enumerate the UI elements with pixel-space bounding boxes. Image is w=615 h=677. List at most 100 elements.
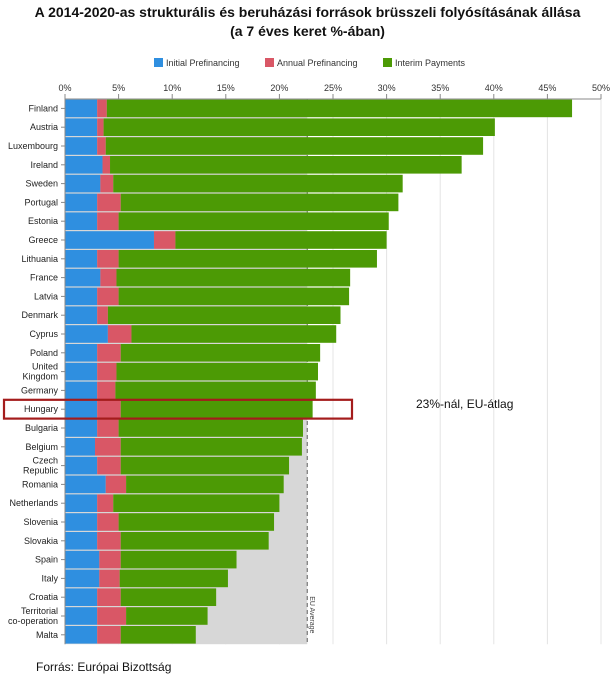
bar-segment: [105, 475, 127, 494]
y-tick-label: Croatia: [29, 592, 58, 602]
bar-segment: [131, 325, 337, 343]
y-tick-label: Latvia: [34, 291, 58, 301]
bar-segment: [65, 306, 98, 324]
bar-segment: [126, 475, 284, 494]
y-tick-label: Greece: [28, 235, 58, 245]
bar-segment: [116, 362, 318, 381]
bar-segment: [97, 287, 119, 306]
bar-segment: [65, 362, 98, 381]
y-tick-label: Bulgaria: [25, 423, 58, 433]
y-tick-label: Romania: [22, 479, 58, 489]
bar-segment: [65, 99, 98, 118]
bar-segment: [97, 193, 121, 212]
bar-segment: [65, 456, 98, 475]
x-tick-label: 25%: [324, 83, 342, 93]
stacked-bar-chart: Initial Prefinancing Annual Prefinancing I…: [2, 58, 610, 645]
bar-segment: [120, 438, 302, 456]
bar-segment: [99, 569, 120, 588]
bar-segment: [65, 174, 101, 193]
bar-segment: [120, 456, 290, 475]
y-tick-label: Territorial co-operation: [8, 606, 58, 626]
bar-segment: [65, 344, 98, 362]
bar-segment: [65, 231, 154, 249]
y-tick-label: Italy: [41, 573, 58, 583]
bar-segment: [65, 212, 98, 230]
x-tick-label: 20%: [270, 83, 288, 93]
x-tick-label: 0%: [58, 83, 71, 93]
bar-segment: [118, 513, 275, 531]
bar-segment: [65, 156, 103, 174]
bar-segment: [102, 156, 111, 174]
bar-segment: [65, 287, 98, 306]
y-axis: Finland Austria Luxembourg Ireland Sweden Por…: [8, 99, 66, 645]
chart-legend: Initial Prefinancing Annual Prefinancing I…: [154, 58, 466, 68]
bar-segment: [113, 174, 403, 193]
x-tick-label: 35%: [431, 83, 449, 93]
y-tick-label: Cyprus: [29, 329, 58, 339]
source-note: Forrás: Európai Bizottság: [36, 660, 172, 674]
bar-segment: [65, 419, 98, 437]
bar-segment: [103, 118, 495, 136]
bar-segment: [97, 400, 121, 418]
bar-segment: [65, 494, 98, 512]
bar-segment: [97, 137, 106, 155]
y-tick-label: Belgium: [25, 442, 58, 452]
bar-segment: [118, 250, 377, 268]
bar-segment: [97, 362, 117, 381]
bar-segment: [65, 250, 98, 268]
y-tick-label: Netherlands: [9, 498, 58, 508]
y-tick-label: Luxembourg: [8, 141, 58, 151]
bar-segment: [97, 456, 121, 475]
y-tick-label: Lithuania: [21, 254, 58, 264]
y-tick-label: Slovenia: [23, 517, 58, 527]
bar-segment: [153, 231, 176, 249]
bar-segment: [175, 231, 387, 249]
bar-segment: [97, 532, 121, 550]
x-tick-label: 15%: [217, 83, 235, 93]
bar-segment: [106, 99, 573, 118]
bar-segment: [97, 344, 121, 362]
y-tick-label: Czech Republic: [23, 456, 59, 476]
bar-segment: [116, 268, 351, 287]
y-tick-label: Poland: [30, 348, 58, 358]
chart-title: A 2014-2020-as strukturális és beruházás…: [0, 3, 615, 41]
x-tick-label: 5%: [112, 83, 125, 93]
bar-segment: [97, 494, 114, 512]
chart-overlay: [2, 398, 354, 420]
bar-segment: [65, 550, 100, 569]
y-tick-label: Denmark: [21, 310, 58, 320]
bar-segment: [65, 268, 101, 287]
y-tick-label: United Kingdom: [22, 362, 58, 382]
bar-segment: [65, 118, 98, 136]
bar-segment: [126, 607, 208, 625]
bar-segment: [120, 550, 237, 569]
legend-swatch: [154, 58, 163, 67]
bar-segment: [95, 438, 121, 456]
bar-segment: [65, 381, 98, 400]
bar-segment: [107, 325, 132, 343]
bar-segment: [110, 156, 462, 174]
bar-segment: [97, 306, 108, 324]
bar-segment: [97, 381, 116, 400]
bar-segment: [100, 268, 117, 287]
bar-segment: [113, 494, 280, 512]
bar-segment: [65, 532, 98, 550]
bar-segment: [65, 569, 100, 588]
y-tick-label: Hungary: [24, 404, 59, 414]
x-axis: 0% 5% 10% 15% 20% 25% 30% 35% 40% 45% 50%: [58, 83, 610, 100]
bar-segment: [120, 344, 321, 362]
bar-segment: [120, 400, 313, 418]
bar-segment: [118, 287, 350, 306]
bar-segment: [105, 137, 484, 155]
bar-segment: [65, 513, 98, 531]
bar-segment: [97, 626, 121, 644]
bar-segment: [97, 250, 119, 268]
bar-segment: [120, 588, 217, 606]
bar-segment: [65, 137, 98, 155]
bar-segment: [65, 400, 98, 418]
y-tick-label: Finland: [28, 103, 58, 113]
bar-segment: [65, 438, 96, 456]
y-tick-label: Germany: [21, 385, 59, 395]
y-tick-label: Spain: [35, 555, 58, 565]
bar-segment: [97, 118, 104, 136]
